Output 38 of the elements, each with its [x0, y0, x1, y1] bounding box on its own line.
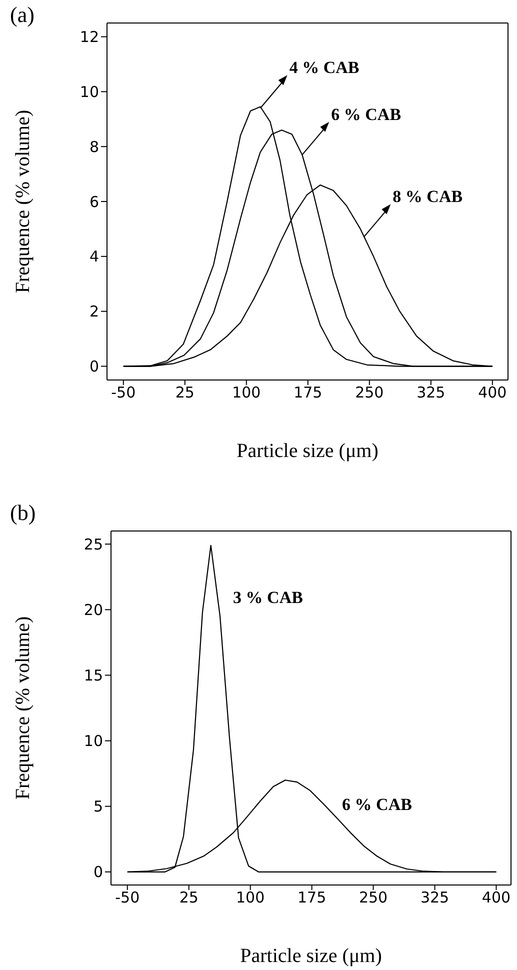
y-tick-label: 5 — [93, 798, 103, 816]
x-tick-label: 325 — [416, 384, 446, 402]
y-tick-label: 15 — [84, 666, 103, 685]
annotation: 4 % CAB — [289, 58, 360, 78]
x-tick-label: -50 — [111, 384, 136, 402]
y-tick-label: 0 — [93, 863, 103, 882]
x-tick-label: 175 — [298, 888, 326, 907]
y-tick-label: 0 — [89, 358, 99, 376]
annotation: 3 % CAB — [233, 588, 303, 608]
x-tick-label: 25 — [179, 888, 198, 907]
annotation: 6 % CAB — [331, 104, 402, 124]
x-tick-label: 100 — [236, 888, 265, 907]
x-axis-title: Particle size (μm) — [236, 440, 378, 462]
x-tick-label: 25 — [175, 384, 194, 402]
y-tick-label: 2 — [89, 302, 99, 321]
x-tick-label: 400 — [482, 888, 511, 907]
x-tick-label: 400 — [478, 384, 507, 402]
chart-title: (b) — [10, 500, 36, 526]
x-tick-label: 250 — [358, 888, 388, 907]
x-tick-label: -50 — [115, 888, 140, 907]
y-tick-label: 25 — [84, 535, 103, 554]
x-axis-title: Particle size (μm) — [240, 945, 382, 967]
y-tick-label: 8 — [89, 138, 99, 156]
annotation: 6 % CAB — [342, 795, 412, 815]
y-tick-label: 6 — [89, 192, 99, 211]
x-tick-label: 100 — [232, 384, 261, 402]
y-axis-title: Frequence (% volume) — [12, 110, 34, 294]
chart-title: (a) — [10, 2, 34, 28]
y-axis-title: Frequence (% volume) — [12, 616, 34, 800]
annotation: 8 % CAB — [392, 187, 463, 206]
x-tick-label: 175 — [294, 384, 322, 402]
y-tick-label: 10 — [84, 732, 103, 750]
x-tick-label: 325 — [420, 888, 450, 907]
x-tick-label: 250 — [355, 384, 384, 402]
y-tick-label: 4 — [89, 248, 99, 266]
y-tick-label: 10 — [80, 82, 99, 101]
y-tick-label: 12 — [80, 28, 99, 46]
y-tick-label: 20 — [84, 600, 103, 619]
